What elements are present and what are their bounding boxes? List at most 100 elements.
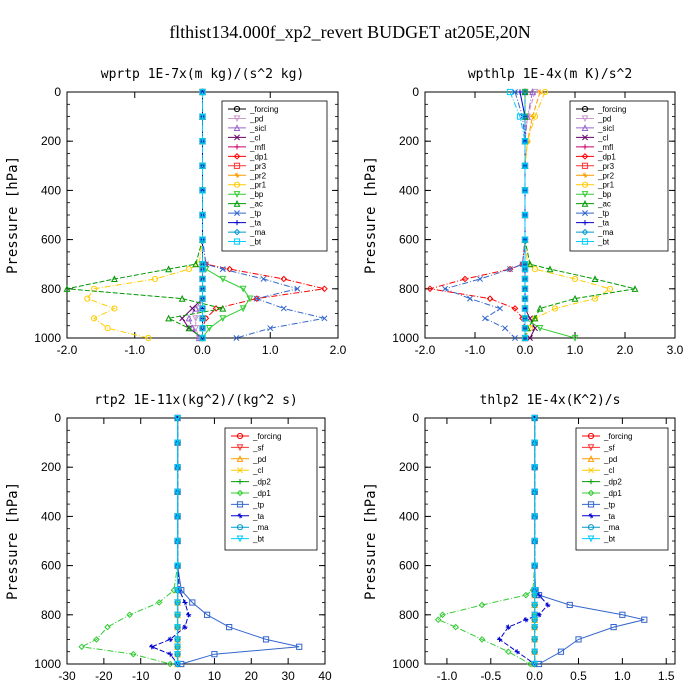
data-point bbox=[199, 325, 206, 332]
data-point bbox=[130, 650, 137, 658]
x-tick-label: 1.0 bbox=[262, 343, 279, 357]
legend-marker bbox=[234, 220, 240, 226]
data-point bbox=[111, 275, 118, 283]
y-tick-label: 400 bbox=[41, 183, 61, 197]
data-point bbox=[591, 295, 599, 302]
data-point bbox=[536, 304, 544, 312]
data-point bbox=[541, 88, 549, 96]
legend-label: _bt bbox=[603, 535, 616, 544]
y-tick-label: 0 bbox=[54, 85, 61, 99]
legend-marker bbox=[587, 432, 595, 440]
data-point bbox=[174, 513, 181, 521]
y-tick-label: 600 bbox=[41, 233, 61, 247]
legend-marker bbox=[582, 134, 588, 141]
data-point bbox=[186, 612, 192, 618]
data-point bbox=[521, 275, 529, 283]
data-point bbox=[189, 599, 196, 606]
data-point bbox=[511, 305, 519, 312]
y-tick-label: 600 bbox=[399, 233, 419, 247]
x-tick-label: -10 bbox=[132, 669, 150, 683]
data-point bbox=[641, 616, 648, 623]
legend-label: _bt bbox=[597, 238, 610, 247]
legend-marker bbox=[233, 228, 241, 236]
data-point bbox=[537, 89, 543, 95]
data-point bbox=[155, 599, 163, 606]
data-point bbox=[478, 636, 486, 643]
legend-marker bbox=[581, 191, 589, 198]
legend-marker bbox=[234, 144, 240, 150]
x-tick-label: 3.0 bbox=[667, 343, 684, 357]
data-point bbox=[165, 314, 173, 322]
legend-marker bbox=[233, 124, 241, 132]
y-tick-label: 800 bbox=[41, 608, 61, 622]
data-point bbox=[452, 623, 460, 631]
data-point bbox=[523, 617, 529, 623]
legend-label: _bt bbox=[252, 535, 265, 544]
legend-marker bbox=[582, 210, 588, 217]
legend-label: _sf bbox=[252, 443, 264, 452]
data-point bbox=[199, 138, 206, 145]
data-point bbox=[531, 266, 539, 273]
legend-marker bbox=[234, 172, 240, 178]
legend-label: _dp1 bbox=[603, 489, 622, 498]
data-point bbox=[199, 88, 206, 96]
data-point bbox=[205, 325, 213, 332]
data-point bbox=[174, 464, 181, 471]
data-point bbox=[226, 624, 233, 631]
legend-marker bbox=[588, 513, 594, 519]
legend-label: _forcing bbox=[597, 105, 626, 114]
y-axis-label: Pressure [hPa] bbox=[5, 482, 21, 600]
data-point bbox=[606, 285, 614, 292]
data-point bbox=[482, 315, 488, 322]
data-point bbox=[531, 439, 539, 447]
x-tick-label: 0.0 bbox=[526, 669, 543, 683]
y-axis-label: Pressure [hPa] bbox=[363, 482, 379, 600]
x-tick-label: 0.0 bbox=[194, 343, 211, 357]
legend-label: _mfl bbox=[597, 143, 613, 152]
data-point bbox=[506, 88, 514, 96]
data-point bbox=[571, 294, 579, 302]
data-point bbox=[507, 266, 513, 273]
y-tick-label: 1000 bbox=[392, 331, 419, 345]
legend-marker bbox=[581, 115, 589, 123]
data-point bbox=[566, 601, 573, 609]
data-point bbox=[521, 88, 529, 96]
x-tick-label: 1.0 bbox=[614, 669, 631, 683]
legend-label: _dp2 bbox=[603, 478, 622, 487]
y-tick-label: 400 bbox=[399, 183, 419, 197]
legend-label: _dp1 bbox=[249, 152, 268, 161]
data-point bbox=[219, 266, 226, 273]
x-tick-label: 1.0 bbox=[567, 343, 584, 357]
legend-label: _pr1 bbox=[597, 181, 615, 190]
data-point bbox=[521, 138, 529, 145]
data-point bbox=[521, 315, 529, 322]
data-point bbox=[631, 285, 639, 292]
legend-marker bbox=[581, 105, 589, 113]
data-point bbox=[531, 314, 539, 322]
legend-marker bbox=[233, 191, 241, 198]
y-tick-label: 200 bbox=[399, 134, 419, 148]
legend-label: _pr3 bbox=[597, 162, 615, 171]
data-point bbox=[166, 660, 174, 668]
data-point bbox=[185, 266, 193, 273]
legend-label: _forcing bbox=[249, 105, 278, 114]
legend-marker bbox=[233, 115, 241, 123]
data-point bbox=[529, 88, 536, 96]
x-tick-label: -1.0 bbox=[465, 343, 486, 357]
x-tick-label: 40 bbox=[318, 669, 332, 683]
data-point bbox=[321, 285, 328, 293]
data-point bbox=[512, 89, 518, 95]
panel-1: wprtp 1E-7x(m kg)/(s^2 kg) Pressure [hPa]… bbox=[5, 67, 347, 357]
legend-label: _dp2 bbox=[252, 478, 271, 487]
data-point bbox=[199, 266, 206, 273]
y-tick-label: 200 bbox=[41, 134, 61, 148]
legend-marker bbox=[581, 153, 589, 160]
legend-label: _tp bbox=[603, 500, 616, 509]
y-tick-label: 1000 bbox=[34, 331, 61, 345]
legend-marker bbox=[234, 134, 240, 141]
data-point bbox=[531, 537, 539, 545]
data-point bbox=[545, 602, 551, 608]
data-point bbox=[174, 651, 181, 658]
data-point bbox=[104, 623, 111, 631]
legend-label: _ta bbox=[597, 219, 610, 228]
